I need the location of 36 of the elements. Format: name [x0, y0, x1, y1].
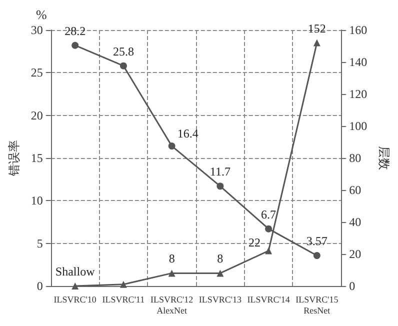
y2-axis-title: 层数	[377, 146, 391, 170]
x-tick-label: ILSVRC'10	[54, 294, 97, 304]
y-tick-label: 25	[30, 66, 43, 80]
y-tick-label: 5	[36, 236, 43, 250]
x-tick-label: ILSVRC'13	[198, 294, 242, 304]
x-tick-label: ILSVRC'11	[102, 294, 145, 304]
data-label: 16.4	[177, 126, 198, 141]
y2-tick-label: 80	[349, 151, 362, 165]
data-label: 152	[308, 21, 326, 36]
data-label: 3.57	[306, 234, 328, 248]
y-tick-label: 15	[30, 151, 43, 165]
y2-tick-label: 160	[349, 23, 368, 37]
y-tick-label: 30	[30, 23, 43, 37]
x-tick-label: ILSVRC'15 ResNet	[296, 294, 339, 316]
x-tick-label: ILSVRC'14	[247, 294, 290, 304]
y-axis-title: 错误率	[7, 140, 21, 177]
data-label: 6.7	[261, 207, 276, 222]
y2-tick-label: 140	[349, 55, 368, 69]
y2-tick-label: 0	[349, 279, 356, 293]
data-label: 8	[217, 252, 224, 266]
data-label: Shallow	[55, 264, 96, 278]
y-tick-label: 10	[30, 194, 43, 208]
data-label: 25.8	[112, 44, 134, 58]
y-tick-label: 0	[36, 279, 43, 293]
y2-tick-label: 120	[349, 87, 368, 101]
x-tick-label: ILSVRC'12 AlexNet	[150, 294, 194, 316]
text: %	[36, 7, 47, 22]
y2-tick-label: 40	[349, 215, 362, 229]
data-label: 11.7	[210, 164, 230, 179]
data-label: 22	[248, 235, 261, 250]
y-tick-label: 20	[30, 108, 43, 122]
data-label: 28.2	[64, 24, 86, 38]
y2-tick-label: 20	[349, 247, 362, 261]
y2-tick-label: 100	[349, 119, 368, 133]
y2-tick-label: 60	[349, 183, 362, 197]
data-label: 8	[168, 252, 175, 266]
